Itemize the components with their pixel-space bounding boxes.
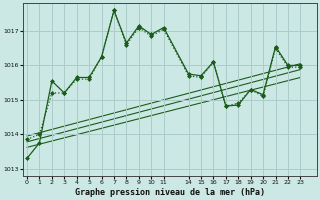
X-axis label: Graphe pression niveau de la mer (hPa): Graphe pression niveau de la mer (hPa) xyxy=(75,188,265,197)
